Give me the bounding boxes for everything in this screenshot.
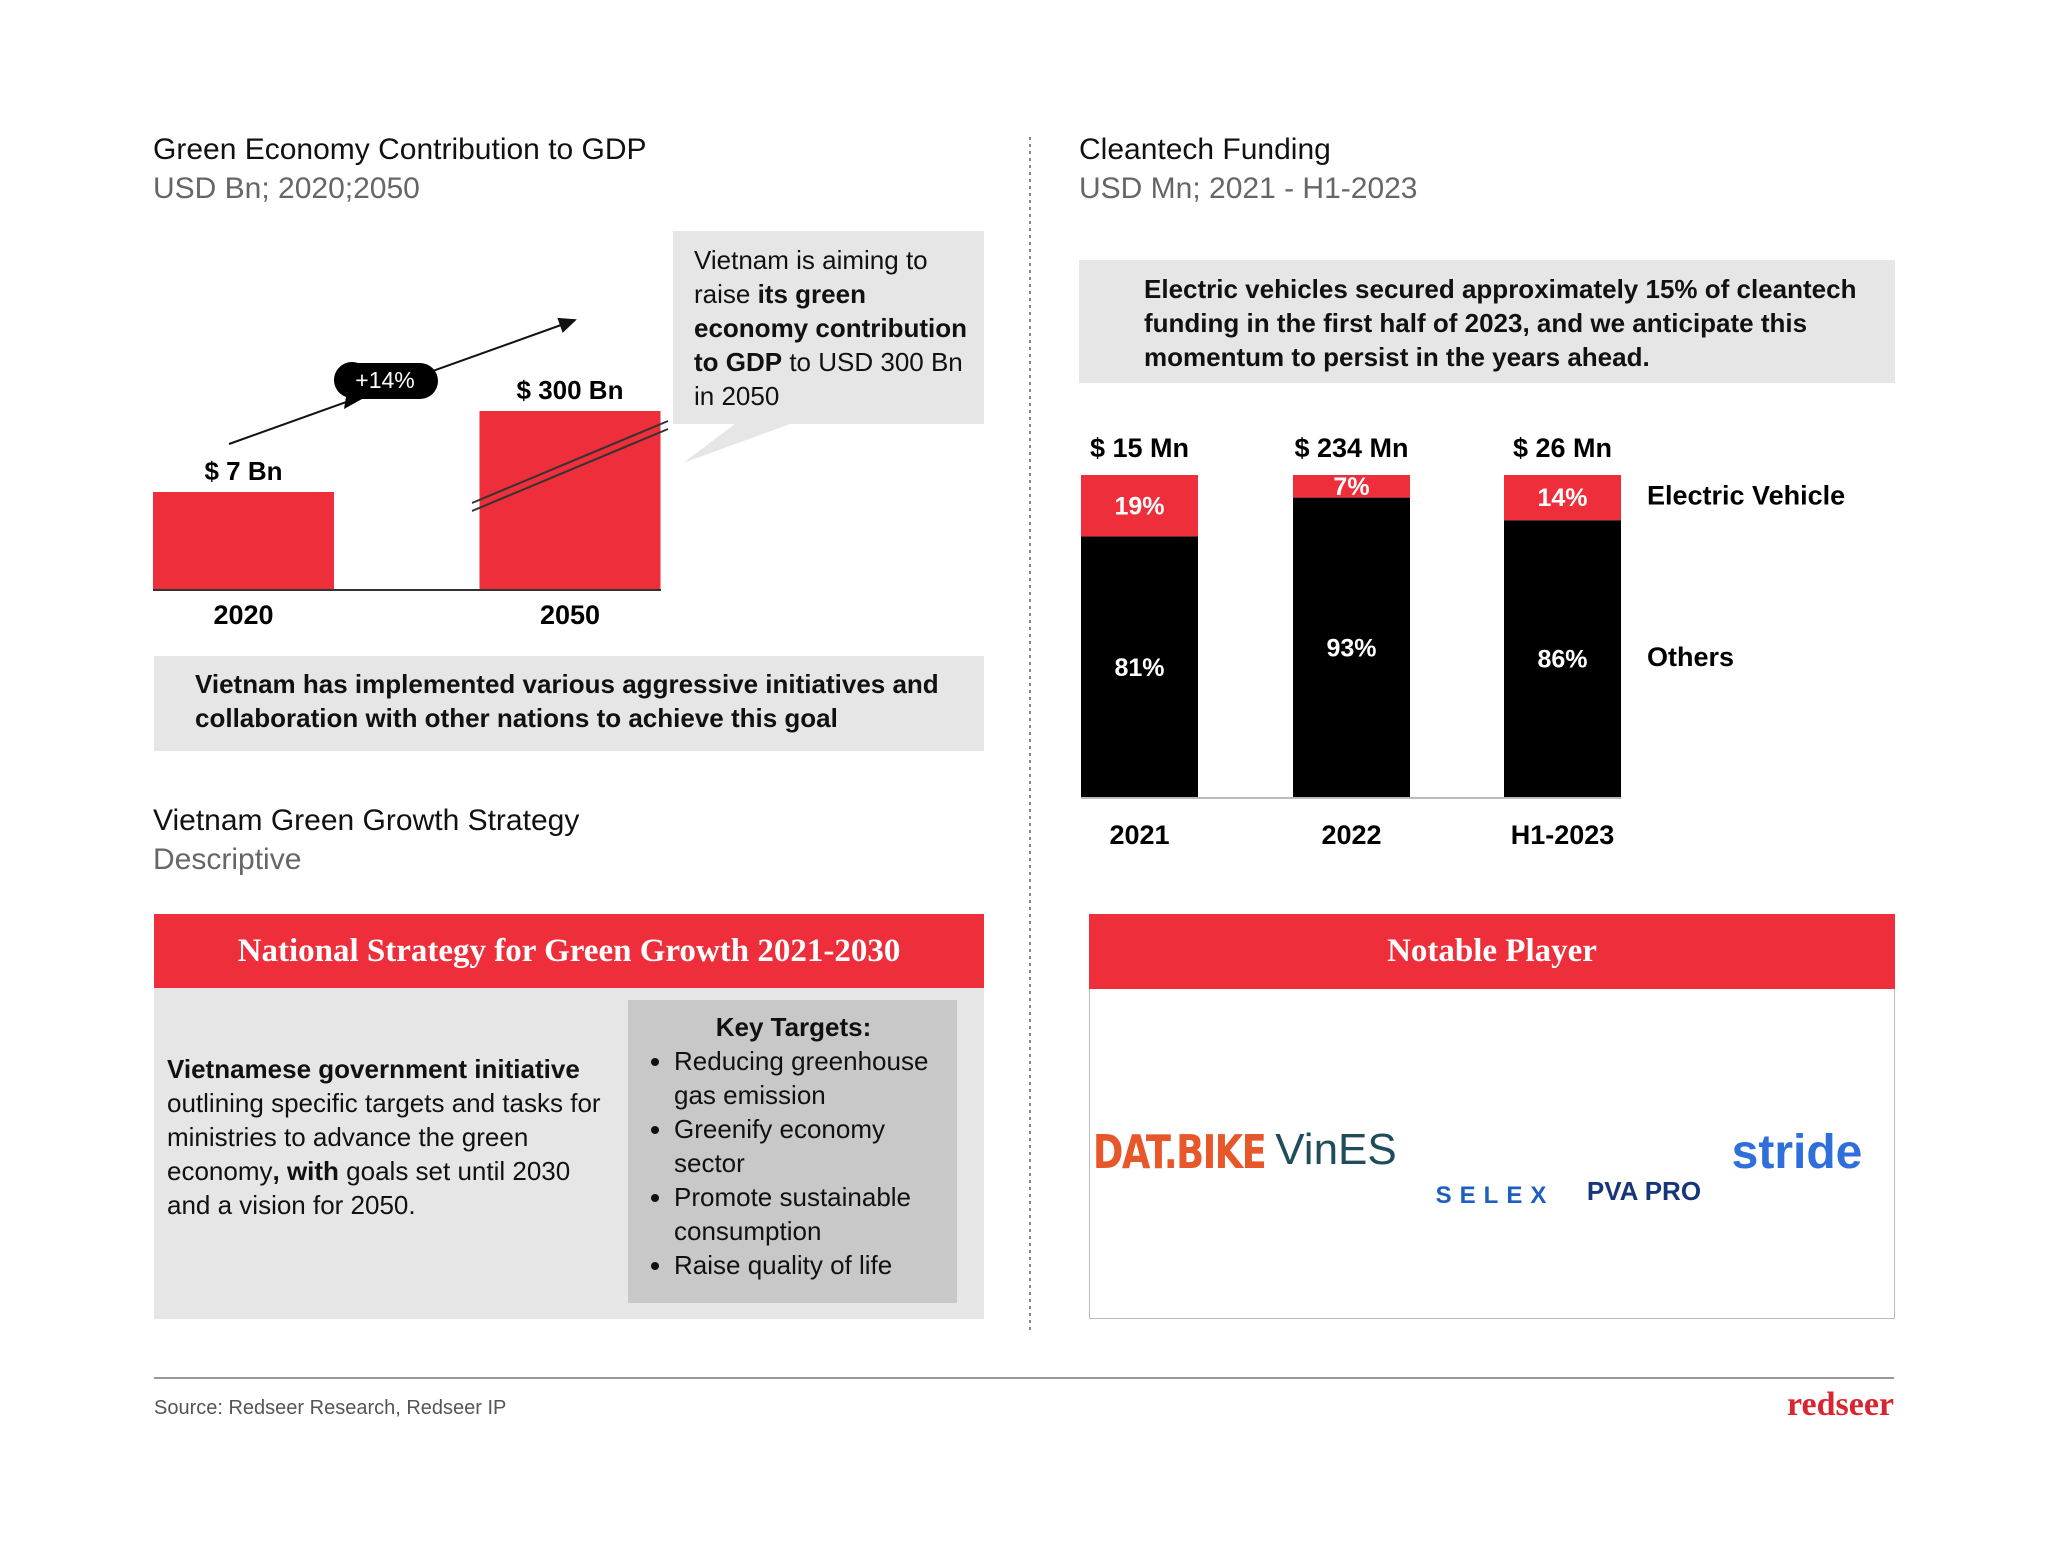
bar [479, 411, 661, 590]
target: Greenify economy sector [674, 1112, 947, 1180]
category-label: 2020 [213, 600, 273, 630]
logo: PVA PRO [1586, 1176, 1702, 1206]
chart-subtitle: USD Mn; 2021 - H1-2023 [1079, 172, 1418, 205]
key-targets: Key Targets: Reducing greenhouse gas emi… [628, 1000, 957, 1303]
chart-subtitle: USD Bn; 2020;2050 [153, 172, 420, 205]
strategy-description: Vietnamese government initiative outlini… [167, 1052, 607, 1222]
axis-break [471, 420, 669, 504]
legend-label: Electric Vehicle [1647, 481, 1845, 511]
source: Source: Redseer Research, Redseer IP [154, 1397, 507, 1419]
callout: Electric vehicles secured approximately … [1079, 260, 1895, 383]
bar-segment [1293, 497, 1410, 798]
growth-pill [333, 361, 438, 409]
brand: redseer [1787, 1386, 1894, 1423]
text-part: , with [272, 1156, 339, 1186]
note: Vietnam has implemented various aggressi… [154, 656, 984, 751]
segment-label: 19% [1114, 492, 1164, 520]
logo: DAT.BIKE [1092, 1125, 1267, 1179]
segment-label: 93% [1326, 634, 1376, 662]
bar-segment [1504, 520, 1621, 798]
target: Reducing greenhouse gas emission [674, 1044, 947, 1112]
value-label: $ 300 Bn [517, 375, 624, 405]
total-label: $ 15 Mn [1090, 433, 1189, 463]
bar-segment [1293, 475, 1410, 498]
bar-segment [1081, 536, 1198, 798]
total-label: $ 26 Mn [1513, 433, 1612, 463]
text-part: to USD 300 Bn in 2050 [694, 347, 963, 411]
segment-label: 81% [1114, 654, 1164, 682]
segment-label: 14% [1537, 484, 1587, 512]
logo: stride [1731, 1126, 1863, 1179]
target: Raise quality of life [674, 1248, 947, 1282]
callout: Vietnam is aiming to raise its green eco… [673, 231, 984, 424]
chart-title: Cleantech Funding [1079, 133, 1331, 166]
segment-label: 7% [1333, 473, 1369, 501]
text-part: its green economy contribution to GDP [694, 279, 967, 377]
logo: VinES [1275, 1125, 1397, 1174]
segment-label: 86% [1537, 646, 1587, 674]
growth-label: +14% [355, 367, 414, 393]
text-part: Vietnam is aiming to raise [694, 245, 928, 309]
logo: SELEX [1435, 1182, 1555, 1209]
bar [153, 492, 334, 590]
players-box [1089, 989, 1895, 1319]
legend-label: Others [1647, 642, 1734, 672]
section-title: Vietnam Green Growth Strategy [153, 804, 580, 837]
category-label: 2021 [1109, 820, 1169, 850]
callout-tail [683, 424, 790, 463]
category-label: H1-2023 [1511, 820, 1615, 850]
chart-title: Green Economy Contribution to GDP [153, 133, 647, 166]
category-label: 2050 [540, 600, 600, 630]
targets-list: Reducing greenhouse gas emissionGreenify… [640, 1044, 947, 1282]
targets-title: Key Targets: [715, 1012, 872, 1042]
text-part: goals set until 2030 and a vision for 20… [167, 1156, 571, 1220]
strategy-header: National Strategy for Green Growth 2021-… [154, 914, 984, 988]
value-label: $ 7 Bn [204, 456, 282, 486]
bar-segment [1081, 475, 1198, 537]
section-subtitle: Descriptive [153, 843, 302, 876]
players-header: Notable Player [1089, 914, 1895, 989]
target: Promote sustainable consumption [674, 1180, 947, 1248]
text-part: Vietnamese government initiative [167, 1054, 580, 1084]
total-label: $ 234 Mn [1294, 433, 1408, 463]
text-part: outlining specific targets and tasks for… [167, 1088, 601, 1186]
axis-break [471, 428, 669, 512]
bar-segment [1504, 475, 1621, 521]
category-label: 2022 [1321, 820, 1381, 850]
